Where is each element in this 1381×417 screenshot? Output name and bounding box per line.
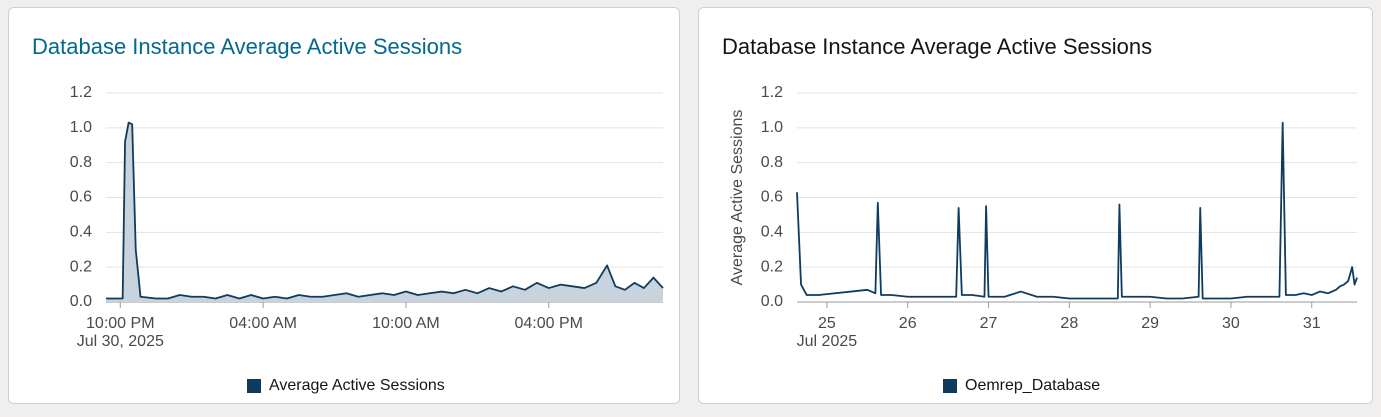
x-tick-label: 04:00 AM bbox=[229, 315, 297, 332]
y-tick-label: 0.0 bbox=[70, 293, 92, 310]
x-tick-label: 31 bbox=[1303, 315, 1321, 332]
y-tick-label: 0.6 bbox=[761, 189, 783, 206]
y-tick-label: 1.2 bbox=[70, 84, 92, 101]
chart-title: Database Instance Average Active Session… bbox=[32, 34, 462, 59]
y-tick-label: 0.6 bbox=[70, 189, 92, 206]
x-tick-label: 10:00 AM bbox=[372, 315, 440, 332]
y-tick-label: 0.4 bbox=[70, 224, 92, 241]
legend-label: Average Active Sessions bbox=[269, 377, 445, 394]
y-tick-label: 0.4 bbox=[761, 224, 783, 241]
x-tick-label: 29 bbox=[1141, 315, 1159, 332]
y-tick-label: 0.8 bbox=[761, 154, 783, 171]
line bbox=[106, 121, 664, 300]
x-tick-label: 30 bbox=[1222, 315, 1240, 332]
area-fill bbox=[106, 122, 663, 302]
y-axis-label: Average Active Sessions bbox=[729, 110, 746, 286]
line bbox=[796, 121, 1358, 300]
y-tick-label: 0.2 bbox=[761, 258, 783, 275]
y-tick-label: 0.8 bbox=[70, 154, 92, 171]
card bbox=[8, 7, 680, 404]
chart-title: Database Instance Average Active Session… bbox=[722, 34, 1152, 59]
x-sublabel: Jul 2025 bbox=[797, 333, 858, 350]
x-sublabel: Jul 30, 2025 bbox=[77, 333, 164, 350]
x-tick-label: 10:00 PM bbox=[86, 315, 154, 332]
legend-swatch bbox=[247, 379, 261, 393]
y-tick-label: 0.2 bbox=[70, 258, 92, 275]
x-tick-label: 28 bbox=[1060, 315, 1078, 332]
y-tick-label: 0.0 bbox=[761, 293, 783, 310]
x-tick-label: 04:00 PM bbox=[515, 315, 583, 332]
card bbox=[698, 7, 1373, 404]
x-tick-label: 25 bbox=[818, 315, 836, 332]
legend-swatch bbox=[943, 379, 957, 393]
x-tick-label: 27 bbox=[980, 315, 998, 332]
y-tick-label: 1.2 bbox=[761, 84, 783, 101]
x-tick-label: 26 bbox=[899, 315, 917, 332]
legend-label: Oemrep_Database bbox=[965, 377, 1100, 394]
y-tick-label: 1.0 bbox=[761, 119, 783, 136]
y-tick-label: 1.0 bbox=[70, 119, 92, 136]
